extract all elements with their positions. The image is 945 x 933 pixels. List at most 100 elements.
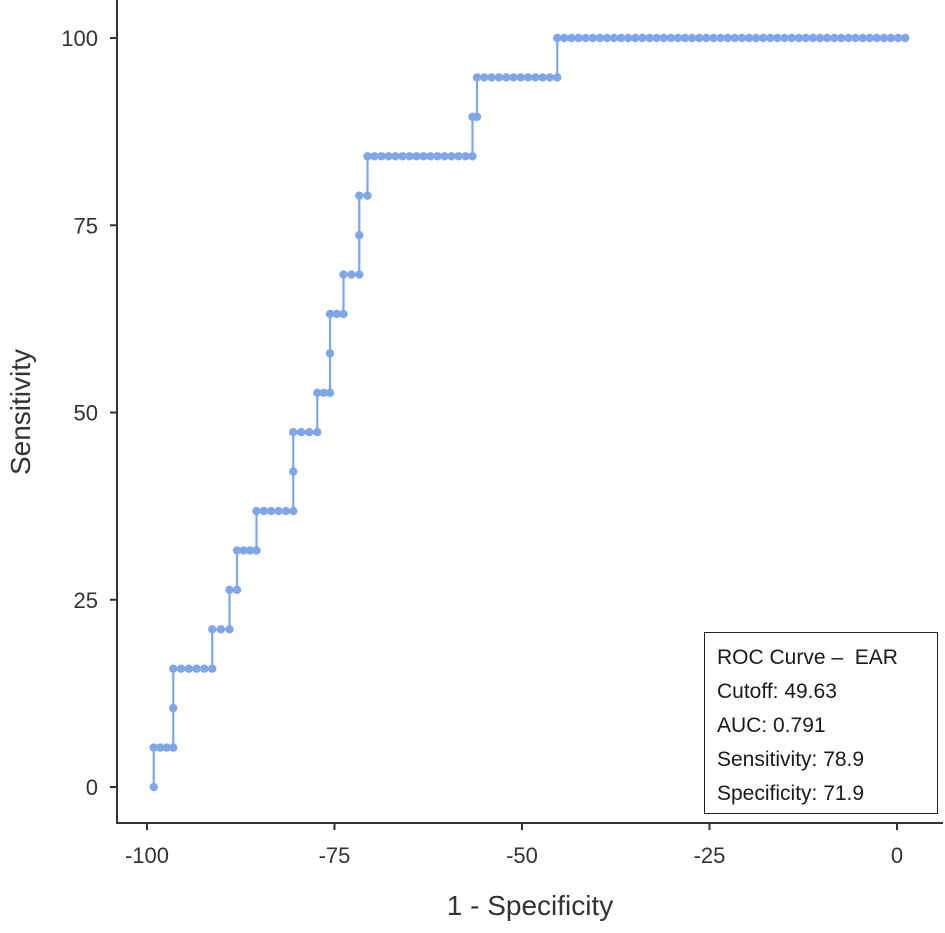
roc-point xyxy=(169,664,178,673)
roc-point xyxy=(347,270,356,279)
y-tick-label: 0 xyxy=(86,775,98,800)
roc-point xyxy=(319,388,328,398)
roc-point xyxy=(723,33,732,43)
y-axis-ticks: 0 25 50 75 100 xyxy=(61,26,117,800)
roc-point xyxy=(631,33,640,43)
roc-point xyxy=(267,506,276,516)
roc-point xyxy=(398,152,407,161)
roc-point xyxy=(363,191,372,200)
plot-area xyxy=(149,33,910,792)
roc-point xyxy=(461,152,470,161)
roc-point xyxy=(837,33,846,43)
roc-point xyxy=(624,33,633,43)
roc-point xyxy=(184,664,194,673)
roc-point xyxy=(480,73,489,82)
roc-point xyxy=(216,625,226,634)
legend-specificity: Specificity: 71.9 xyxy=(717,782,865,805)
roc-point xyxy=(325,349,335,358)
roc-point xyxy=(609,33,619,43)
roc-point xyxy=(766,33,775,43)
roc-point xyxy=(149,743,158,752)
roc-point xyxy=(325,388,335,398)
roc-point xyxy=(274,506,283,516)
roc-point xyxy=(447,152,456,161)
roc-point xyxy=(602,33,612,43)
roc-point xyxy=(545,73,555,82)
roc-point xyxy=(454,152,463,161)
roc-point xyxy=(523,73,533,82)
roc-point xyxy=(851,33,860,43)
roc-point xyxy=(297,427,306,437)
roc-point xyxy=(487,73,496,82)
roc-point xyxy=(560,33,569,43)
roc-point xyxy=(232,546,242,555)
roc-point xyxy=(794,33,803,43)
roc-point xyxy=(225,625,234,634)
roc-point xyxy=(751,33,761,43)
roc-point xyxy=(472,73,482,82)
roc-point xyxy=(433,152,442,161)
roc-point xyxy=(259,506,269,516)
roc-point xyxy=(702,33,711,43)
roc-point xyxy=(232,585,242,595)
legend-sensitivity: Sensitivity: 78.9 xyxy=(717,748,865,771)
roc-point xyxy=(509,73,518,82)
roc-point xyxy=(645,33,654,43)
roc-point xyxy=(225,585,234,595)
roc-point xyxy=(332,309,341,319)
roc-point xyxy=(363,152,372,161)
roc-point xyxy=(355,230,364,240)
roc-point xyxy=(815,33,825,43)
roc-point xyxy=(192,664,201,673)
legend-cutoff: Cutoff: 49.63 xyxy=(717,680,837,703)
roc-point xyxy=(405,152,414,161)
roc-point xyxy=(787,33,796,43)
x-tick-label: 0 xyxy=(891,843,903,868)
roc-point xyxy=(652,33,661,43)
roc-point xyxy=(638,33,647,43)
roc-point xyxy=(501,73,511,82)
x-tick-label: -75 xyxy=(319,843,351,868)
roc-point xyxy=(384,152,393,161)
roc-point xyxy=(830,33,839,43)
roc-point xyxy=(305,427,314,437)
roc-point xyxy=(822,33,832,43)
roc-point xyxy=(281,506,291,516)
x-tick-label: -50 xyxy=(506,843,538,868)
roc-point xyxy=(289,427,298,437)
roc-point xyxy=(169,703,178,713)
roc-point xyxy=(339,309,348,319)
roc-point xyxy=(239,546,248,555)
roc-point xyxy=(659,33,668,43)
roc-point xyxy=(730,33,740,43)
roc-point xyxy=(169,743,178,752)
roc-point xyxy=(673,33,683,43)
roc-point xyxy=(156,743,165,752)
x-axis-title: 1 - Specificity xyxy=(447,890,614,921)
y-tick-label: 25 xyxy=(74,588,98,613)
roc-point xyxy=(377,152,386,161)
roc-point xyxy=(759,33,768,43)
roc-point xyxy=(208,625,217,634)
roc-point xyxy=(588,33,597,43)
roc-point xyxy=(162,743,171,752)
roc-point xyxy=(773,33,782,43)
roc-point xyxy=(553,33,562,43)
roc-point xyxy=(355,270,364,279)
roc-point xyxy=(872,33,882,43)
roc-point xyxy=(553,73,562,82)
roc-point xyxy=(412,152,421,161)
roc-point xyxy=(901,33,910,43)
roc-point xyxy=(355,191,364,200)
roc-point xyxy=(313,388,322,398)
roc-point xyxy=(801,33,811,43)
y-tick-label: 75 xyxy=(74,213,98,238)
roc-point xyxy=(339,270,348,279)
roc-point xyxy=(893,33,903,43)
roc-point xyxy=(245,546,255,555)
roc-point xyxy=(176,664,186,673)
roc-point xyxy=(567,33,576,43)
roc-point xyxy=(468,152,477,161)
roc-point xyxy=(687,33,697,43)
